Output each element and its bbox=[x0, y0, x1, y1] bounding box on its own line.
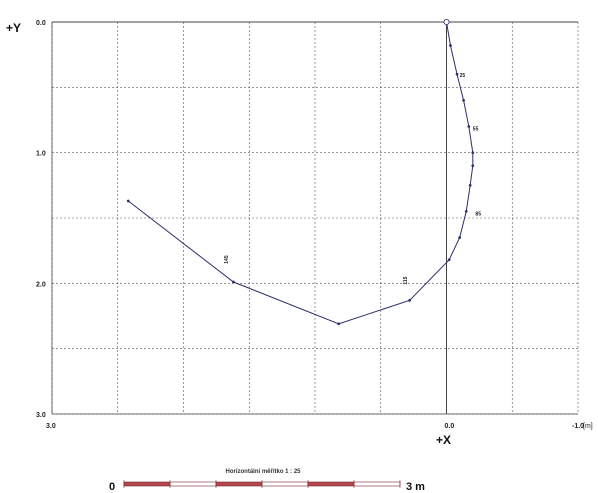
data-point bbox=[458, 236, 462, 240]
y-tick-label: 1.0 bbox=[36, 151, 46, 158]
scale-bar-end: 3 m bbox=[406, 481, 425, 493]
data-point bbox=[455, 72, 459, 76]
scale-bar: Horizontální měřítko 1 : 25 0 3 m bbox=[109, 469, 425, 493]
data-point bbox=[471, 164, 475, 168]
y-tick-label: 3.0 bbox=[36, 412, 46, 419]
data-point bbox=[337, 322, 341, 326]
data-point bbox=[467, 125, 471, 128]
axes bbox=[51, 21, 578, 415]
y-tick-label: 2.0 bbox=[36, 281, 46, 288]
data-point bbox=[462, 98, 466, 102]
annotations: 25 55 85 115 145 bbox=[224, 73, 481, 285]
scale-bar-segment bbox=[353, 481, 401, 487]
data-point bbox=[468, 183, 472, 187]
station-label: 55 bbox=[473, 126, 479, 132]
scale-bar-title: Horizontální měřítko 1 : 25 bbox=[225, 469, 301, 475]
data-point bbox=[408, 298, 412, 302]
series-layer bbox=[126, 18, 475, 326]
scale-bar-segments bbox=[123, 480, 401, 488]
data-point bbox=[232, 280, 235, 284]
scale-bar-segment bbox=[261, 481, 309, 487]
data-point bbox=[447, 258, 451, 262]
data-point bbox=[471, 151, 475, 155]
data-point bbox=[464, 210, 468, 213]
station-label: 25 bbox=[460, 73, 466, 79]
station-label: 115 bbox=[403, 276, 409, 284]
x-unit-label: [m] bbox=[583, 423, 593, 430]
station-label: 145 bbox=[224, 255, 230, 264]
x-tick-label: -1.0 bbox=[572, 423, 584, 430]
y-axis-title: +Y bbox=[6, 21, 21, 35]
tick-labels: 0.0 1.0 2.0 3.03.0 0.0 -1.0 bbox=[36, 20, 584, 430]
scale-bar-segment bbox=[123, 481, 171, 487]
data-point bbox=[448, 44, 452, 47]
scale-bar-start: 0 bbox=[109, 481, 115, 493]
scale-bar-segment bbox=[169, 481, 217, 487]
x-axis-title: +X bbox=[436, 433, 451, 447]
x-tick-label: 0.0 bbox=[445, 423, 455, 430]
scale-bar-segment bbox=[307, 481, 355, 487]
x-tick-label: 3.0 bbox=[46, 423, 56, 430]
origin-point bbox=[443, 18, 450, 25]
scale-bar-segment bbox=[215, 481, 263, 487]
y-tick-label: 0.0 bbox=[36, 20, 46, 27]
station-label: 85 bbox=[475, 211, 481, 217]
data-point bbox=[126, 199, 130, 203]
